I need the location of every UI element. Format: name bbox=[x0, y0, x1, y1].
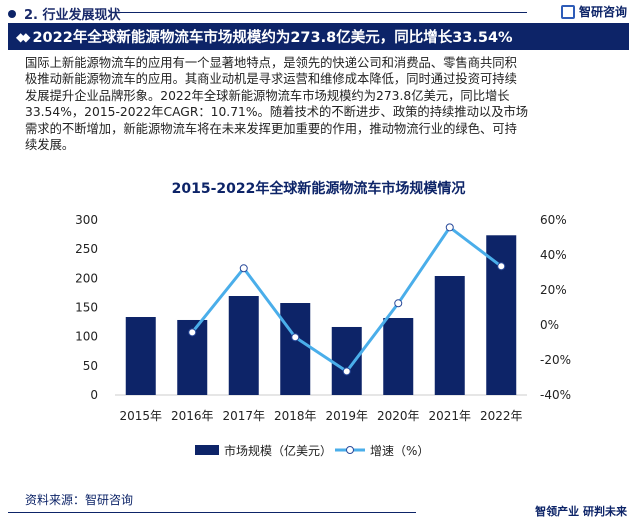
bar-3 bbox=[280, 303, 311, 395]
growth-point bbox=[188, 328, 197, 337]
y-left-tick: 0 bbox=[90, 388, 98, 402]
growth-point bbox=[291, 333, 300, 342]
para-line: 需求的不断增加，新能源物流车将在未来发挥更加重要的作用，推动物流行业的绿色、可持 bbox=[25, 121, 517, 136]
y-left-tick: 50 bbox=[83, 359, 98, 373]
x-tick: 2022年 bbox=[480, 409, 523, 423]
x-tick: 2021年 bbox=[428, 409, 471, 423]
growth-point bbox=[239, 264, 248, 273]
x-tick: 2019年 bbox=[325, 409, 368, 423]
y-left-tick: 300 bbox=[75, 213, 98, 227]
bar-2 bbox=[228, 296, 259, 395]
x-tick: 2018年 bbox=[274, 409, 317, 423]
para-line: 33.54%，2015-2022年CAGR：10.71%。随着技术的不断进步、政… bbox=[25, 105, 529, 120]
x-tick: 2017年 bbox=[222, 409, 265, 423]
growth-point bbox=[445, 223, 454, 232]
para-line: 续发展。 bbox=[25, 138, 75, 153]
legend-line-label: 增速（%） bbox=[370, 444, 429, 458]
y-right-tick: -20% bbox=[540, 353, 571, 367]
x-tick: 2015年 bbox=[119, 409, 162, 423]
growth-point bbox=[342, 367, 351, 376]
section-title: 2. 行业发展现状 bbox=[24, 8, 121, 23]
bar-4 bbox=[331, 326, 362, 395]
y-left-tick: 200 bbox=[75, 271, 98, 285]
logo-text: 智研咨询 bbox=[578, 5, 627, 19]
headline: 2022年全球新能源物流车市场规模约为273.8亿美元，同比增长33.54% bbox=[32, 30, 513, 46]
y-right-tick: 40% bbox=[540, 248, 567, 262]
y-left-tick: 150 bbox=[75, 301, 98, 315]
growth-point bbox=[394, 299, 403, 308]
logo-icon bbox=[560, 4, 575, 19]
legend-line-marker bbox=[346, 446, 354, 454]
legend-bar-label: 市场规模（亿美元） bbox=[224, 443, 332, 458]
divider bbox=[112, 12, 527, 13]
para-line: 极推动新能源物流车的应用。其商业动机是寻求运营和维修成本降低，同时通过投资可持续 bbox=[25, 72, 517, 87]
slogan: 智领产业 研判未来 bbox=[535, 505, 627, 518]
para-line: 发展提升企业品牌形象。2022年全球新能源物流车市场规模约为273.8亿美元，同… bbox=[25, 88, 510, 103]
y-right-tick: 60% bbox=[540, 213, 567, 227]
footer-divider bbox=[8, 512, 416, 513]
para-line: 国际上新能源物流车的应用有一个显著地特点，是领先的快递公司和消费品、零售商共同积 bbox=[25, 56, 517, 70]
growth-point bbox=[497, 262, 506, 271]
bar-6 bbox=[434, 276, 465, 395]
y-right-tick: 0% bbox=[540, 318, 559, 332]
body-paragraph: 国际上新能源物流车的应用有一个显著地特点，是领先的快递公司和消费品、零售商共同积… bbox=[25, 55, 625, 153]
bar-7 bbox=[486, 235, 517, 395]
bullet-icon bbox=[8, 9, 16, 18]
y-right-tick: 20% bbox=[540, 283, 567, 297]
y-left-tick: 250 bbox=[75, 242, 98, 256]
section-header: 2. 行业发展现状 bbox=[8, 4, 121, 23]
x-tick: 2020年 bbox=[377, 409, 420, 423]
bar-0 bbox=[125, 317, 156, 395]
y-left-tick: 100 bbox=[75, 330, 98, 344]
chart-title: 2015-2022年全球新能源物流车市场规模情况 bbox=[171, 181, 466, 197]
brand-logo: 智研咨询 bbox=[560, 3, 627, 20]
y-right-tick: -40% bbox=[540, 388, 571, 402]
source-note: 资料来源：智研咨询 bbox=[25, 493, 134, 507]
legend-bar-swatch bbox=[195, 445, 219, 455]
x-tick: 2016年 bbox=[171, 409, 214, 423]
headline-banner: ◆◆ 2022年全球新能源物流车市场规模约为273.8亿美元，同比增长33.54% bbox=[8, 23, 629, 50]
bar-5 bbox=[383, 318, 414, 395]
